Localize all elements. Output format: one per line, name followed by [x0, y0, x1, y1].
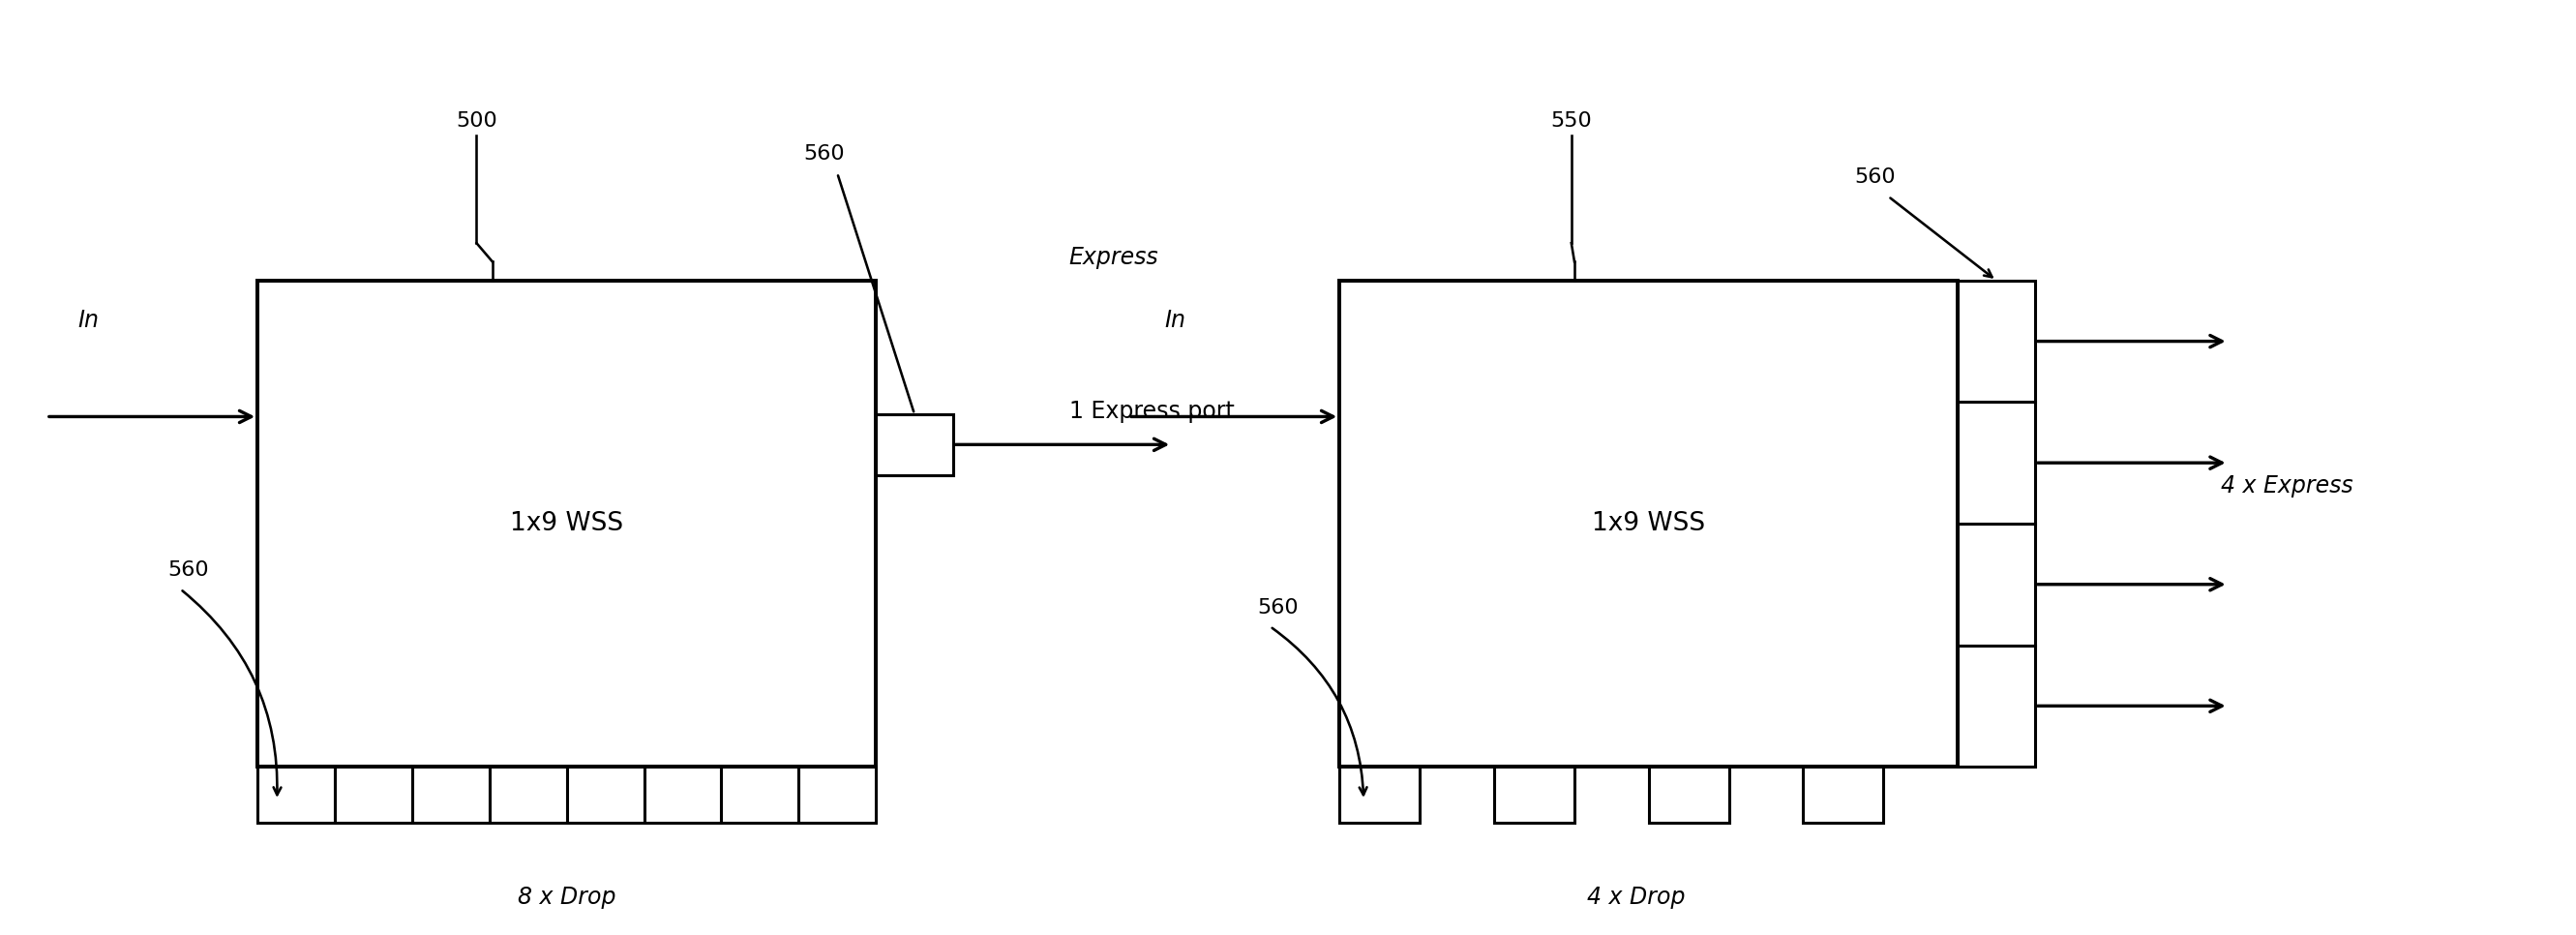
Text: 8 x Drop: 8 x Drop — [518, 886, 616, 909]
Bar — [489, 767, 567, 823]
Text: Express: Express — [1069, 246, 1159, 268]
Text: 560: 560 — [804, 144, 845, 164]
Text: 1x9 WSS: 1x9 WSS — [510, 511, 623, 536]
Bar — [721, 767, 799, 823]
Bar — [567, 767, 644, 823]
Text: 4 x Express: 4 x Express — [2221, 475, 2352, 497]
Text: In: In — [77, 309, 98, 332]
Bar — [1494, 767, 1574, 823]
Text: 1x9 WSS: 1x9 WSS — [1592, 511, 1705, 536]
Bar — [258, 280, 876, 767]
Bar — [258, 767, 335, 823]
Bar — [412, 767, 489, 823]
Bar — [1803, 767, 1883, 823]
Bar — [799, 767, 876, 823]
Bar — [644, 767, 721, 823]
Bar — [335, 767, 412, 823]
Bar — [1958, 402, 2035, 524]
Bar — [1958, 645, 2035, 767]
Text: 1 Express port: 1 Express port — [1069, 400, 1234, 423]
Bar — [1340, 767, 1419, 823]
Text: 560: 560 — [167, 561, 209, 580]
Bar — [1340, 280, 1958, 767]
Text: 560: 560 — [1855, 167, 1896, 187]
Text: 4 x Drop: 4 x Drop — [1587, 886, 1685, 909]
Text: 560: 560 — [1257, 598, 1298, 617]
Text: In: In — [1164, 309, 1185, 332]
Bar — [1958, 280, 2035, 402]
Text: 500: 500 — [456, 111, 497, 131]
Bar — [876, 414, 953, 475]
Text: 550: 550 — [1551, 111, 1592, 131]
Bar — [1958, 524, 2035, 645]
Bar — [1649, 767, 1728, 823]
